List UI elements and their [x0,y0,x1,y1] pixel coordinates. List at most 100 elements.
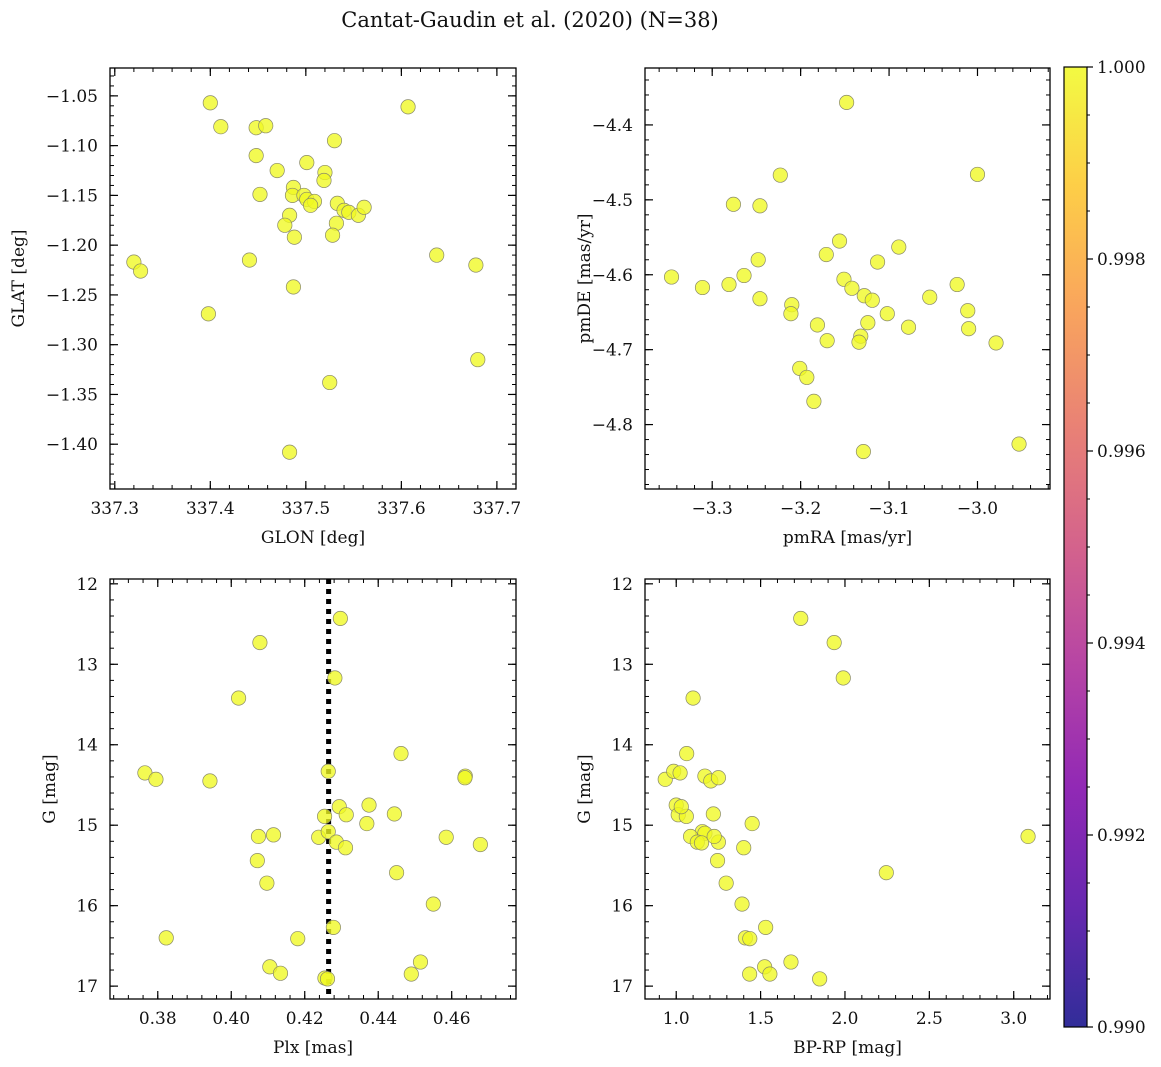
data-point [468,257,484,273]
x-tick-label: −3.3 [692,499,733,519]
data-point [851,334,867,350]
colorbar-tick-label: 1.000 [1097,58,1146,78]
y-tick-label: −1.35 [46,385,98,405]
data-point [772,167,788,183]
x-tick-label: 0.38 [139,1009,177,1029]
data-point [400,99,416,115]
panel-glon-glat: 337.3 337.4 337.5 337.6 337.7 −1.05 −1.10 −1.15… [9,67,522,548]
data-point [988,335,1004,351]
data-point [325,919,341,935]
data-point [393,746,409,762]
data-point [736,840,752,856]
data-point [337,840,354,856]
x-tick-label: 337.3 [90,499,139,519]
y-tick-label: −1.10 [46,137,98,157]
data-point [277,217,293,233]
data-point [809,317,825,333]
y-axis-label: GLAT [deg] [9,229,29,327]
data-point [269,162,285,179]
data-point [425,896,441,912]
x-tick-label: −3.1 [868,499,909,519]
data-point [783,954,799,970]
data-point [969,166,986,182]
data-point [338,807,354,823]
data-point [303,197,319,213]
y-tick-label: 17 [611,977,633,997]
y-tick-label: 12 [76,575,98,595]
colorbar-tick-label: 0.996 [1097,442,1146,462]
y-tick-label: −4.4 [592,116,633,136]
x-tick-label: 1.0 [663,1009,690,1029]
x-tick-label: 337.7 [473,499,522,519]
x-tick-label: 3.0 [1000,1009,1027,1029]
data-point [961,321,977,337]
data-point [734,896,750,912]
data-point [202,95,218,111]
data-point [758,919,774,935]
y-tick-label: 14 [611,736,633,756]
data-point [725,196,741,212]
x-axis-label: pmRA [mas/yr] [783,528,912,548]
data-point [752,198,768,214]
data-point [299,155,315,171]
data-point [831,233,848,249]
data-point [900,319,917,335]
data-point [663,269,680,285]
data-point [870,254,886,270]
panel-plx-g: 0.38 0.40 0.42 0.44 0.46 12 13 14 15 16 17 Plx [mas… [40,575,517,1058]
data-point [389,865,405,881]
data-point [252,635,268,651]
data-point [250,828,266,845]
data-point [356,199,372,215]
data-point [673,799,689,815]
x-tick-label: 337.6 [377,499,426,519]
data-point [826,635,842,651]
data-point [258,118,274,134]
y-axis-label: G [mag] [575,754,595,823]
data-point [361,797,377,813]
data-point [438,829,454,845]
colorbar-tick-label: 0.998 [1097,250,1146,270]
data-point [259,875,275,891]
data-point [891,239,907,255]
axes-frame [109,578,517,1000]
data-point [327,670,343,686]
data-point [835,670,851,686]
y-tick-label: 15 [76,816,98,836]
data-point [855,443,871,460]
data-point [878,865,894,881]
figure-title: Cantat-Gaudin et al. (2020) (N=38) [341,8,719,32]
colorbar-tick-label: 0.990 [1097,1018,1146,1038]
data-point [742,931,758,947]
data-point [1020,828,1036,845]
x-tick-label: −3.0 [957,499,998,519]
x-tick-label: −3.2 [780,499,821,519]
data-point [844,280,860,296]
data-point [706,828,722,845]
data-point [285,279,301,295]
data-point [864,292,880,308]
data-point [265,827,282,843]
data-point [213,119,229,135]
y-tick-label: 13 [611,655,633,675]
data-point [252,186,268,202]
y-tick-label: −4.7 [592,341,633,361]
data-point [249,853,265,869]
y-tick-label: −4.8 [592,416,633,436]
x-tick-label: 2.0 [831,1009,858,1029]
data-point [241,252,258,268]
data-point [290,931,306,947]
data-point [860,315,876,331]
data-point [412,954,429,970]
data-point [812,971,828,987]
y-tick-label: 15 [611,816,633,836]
y-tick-label: 17 [76,977,98,997]
x-axis-label: GLON [deg] [261,528,365,548]
axes-frame [644,67,1051,490]
x-tick-label: 2.5 [916,1009,943,1029]
data-point [320,763,336,779]
x-tick-label: 1.5 [747,1009,774,1029]
x-axis-label: BP-RP [mag] [793,1038,902,1058]
data-point [272,965,289,981]
